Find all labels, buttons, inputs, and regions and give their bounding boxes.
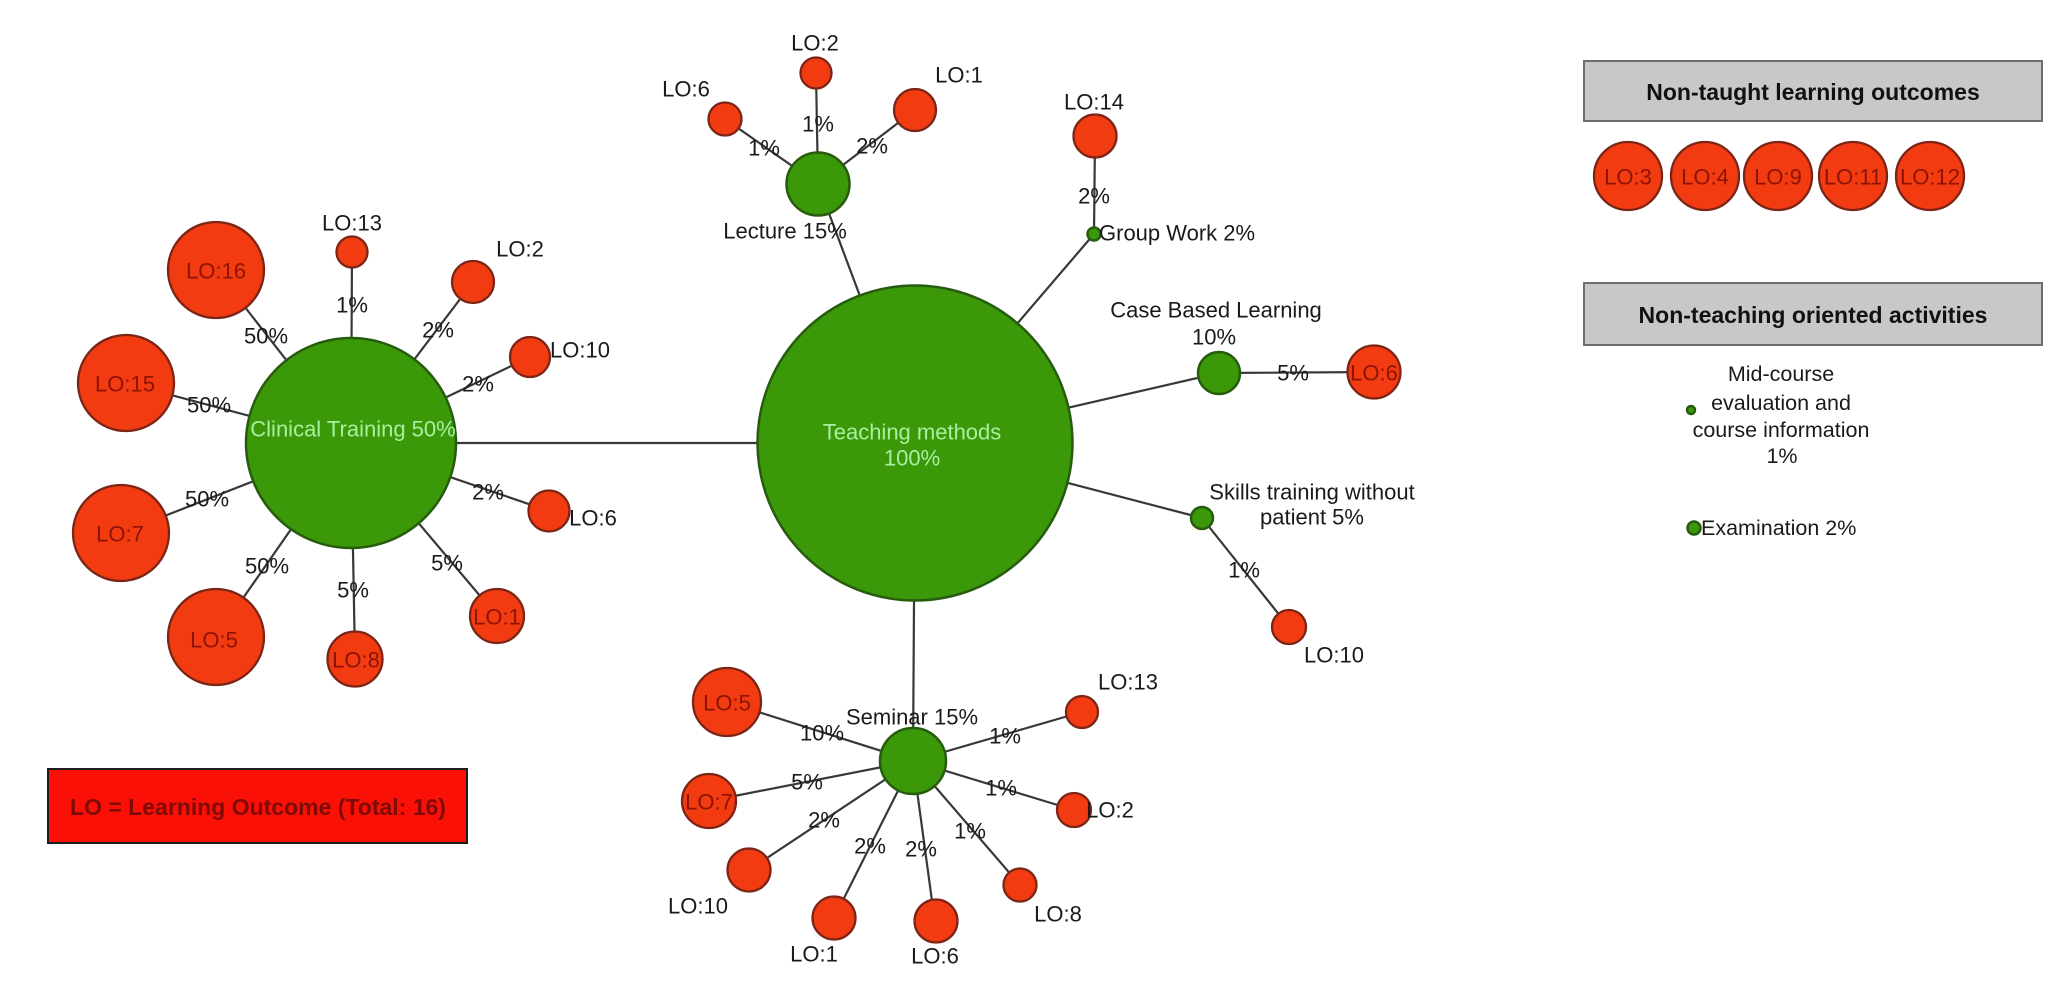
svg-text:2%: 2% [856, 134, 888, 159]
svg-text:50%: 50% [245, 554, 289, 579]
svg-text:LO:10: LO:10 [1304, 643, 1364, 668]
svg-text:LO:7: LO:7 [96, 522, 144, 547]
svg-text:LO:3: LO:3 [1604, 165, 1652, 190]
svg-text:LO:14: LO:14 [1064, 90, 1124, 115]
svg-text:LO:11: LO:11 [1824, 165, 1882, 190]
svg-text:100%: 100% [884, 446, 940, 471]
svg-text:10%: 10% [800, 721, 844, 746]
svg-text:LO:5: LO:5 [190, 628, 238, 653]
svg-text:LO:15: LO:15 [95, 372, 155, 397]
svg-text:1%: 1% [748, 136, 780, 161]
svg-text:Skills training without: Skills training without [1209, 480, 1414, 505]
svg-text:2%: 2% [1078, 184, 1110, 209]
svg-text:2%: 2% [462, 372, 494, 397]
svg-text:1%: 1% [802, 112, 834, 137]
svg-text:2%: 2% [905, 837, 937, 862]
svg-text:course information: course information [1693, 418, 1870, 442]
svg-text:Examination 2%: Examination 2% [1701, 516, 1856, 540]
svg-text:LO:9: LO:9 [1754, 165, 1802, 190]
svg-text:LO:2: LO:2 [1086, 798, 1134, 823]
svg-text:2%: 2% [854, 834, 886, 859]
svg-text:50%: 50% [244, 324, 288, 349]
svg-text:Non-taught learning outcomes: Non-taught learning outcomes [1646, 79, 1980, 105]
svg-text:Group Work 2%: Group Work 2% [1099, 221, 1255, 246]
svg-text:1%: 1% [1228, 558, 1260, 583]
svg-text:5%: 5% [791, 770, 823, 795]
svg-text:50%: 50% [185, 487, 229, 512]
svg-text:LO:5: LO:5 [703, 691, 751, 716]
svg-text:1%: 1% [989, 724, 1021, 749]
svg-text:Mid-course: Mid-course [1728, 362, 1834, 386]
svg-text:5%: 5% [1277, 361, 1309, 386]
svg-text:2%: 2% [808, 808, 840, 833]
svg-text:LO:10: LO:10 [550, 338, 610, 363]
svg-text:LO:12: LO:12 [1900, 165, 1960, 190]
svg-text:LO:2: LO:2 [791, 31, 839, 56]
svg-text:Seminar 15%: Seminar 15% [846, 705, 978, 730]
svg-text:Clinical Training 50%: Clinical Training 50% [250, 417, 455, 442]
svg-text:LO:7: LO:7 [685, 790, 733, 815]
svg-text:LO:1: LO:1 [790, 942, 838, 967]
svg-text:5%: 5% [337, 578, 369, 603]
svg-text:50%: 50% [187, 393, 231, 418]
svg-text:LO:1: LO:1 [935, 63, 983, 88]
svg-text:Non-teaching oriented activiti: Non-teaching oriented activities [1639, 302, 1988, 328]
svg-text:LO:10: LO:10 [668, 894, 728, 919]
svg-text:LO:8: LO:8 [332, 648, 380, 673]
svg-text:LO = Learning Outcome (Total:: LO = Learning Outcome (Total: 16) [70, 794, 446, 820]
svg-text:LO:6: LO:6 [911, 944, 959, 969]
svg-text:LO:2: LO:2 [496, 237, 544, 262]
svg-text:2%: 2% [472, 480, 504, 505]
svg-text:Lecture 15%: Lecture 15% [723, 219, 847, 244]
svg-text:1%: 1% [1766, 444, 1797, 468]
svg-text:LO:6: LO:6 [1350, 361, 1398, 386]
svg-text:patient 5%: patient 5% [1260, 505, 1364, 530]
svg-text:5%: 5% [431, 551, 463, 576]
svg-text:LO:1: LO:1 [473, 605, 521, 630]
svg-text:10%: 10% [1192, 325, 1236, 350]
svg-text:evaluation and: evaluation and [1711, 391, 1851, 415]
svg-text:LO:6: LO:6 [569, 506, 617, 531]
svg-text:Teaching methods: Teaching methods [823, 420, 1002, 445]
svg-text:1%: 1% [336, 293, 368, 318]
svg-text:LO:13: LO:13 [322, 211, 382, 236]
svg-text:LO:4: LO:4 [1681, 165, 1729, 190]
svg-text:LO:8: LO:8 [1034, 902, 1082, 927]
svg-text:LO:13: LO:13 [1098, 670, 1158, 695]
svg-text:LO:16: LO:16 [186, 259, 246, 284]
svg-text:Case Based Learning: Case Based Learning [1110, 298, 1322, 323]
svg-text:LO:6: LO:6 [662, 77, 710, 102]
svg-text:2%: 2% [422, 318, 454, 343]
svg-text:1%: 1% [985, 776, 1017, 801]
svg-text:1%: 1% [954, 819, 986, 844]
